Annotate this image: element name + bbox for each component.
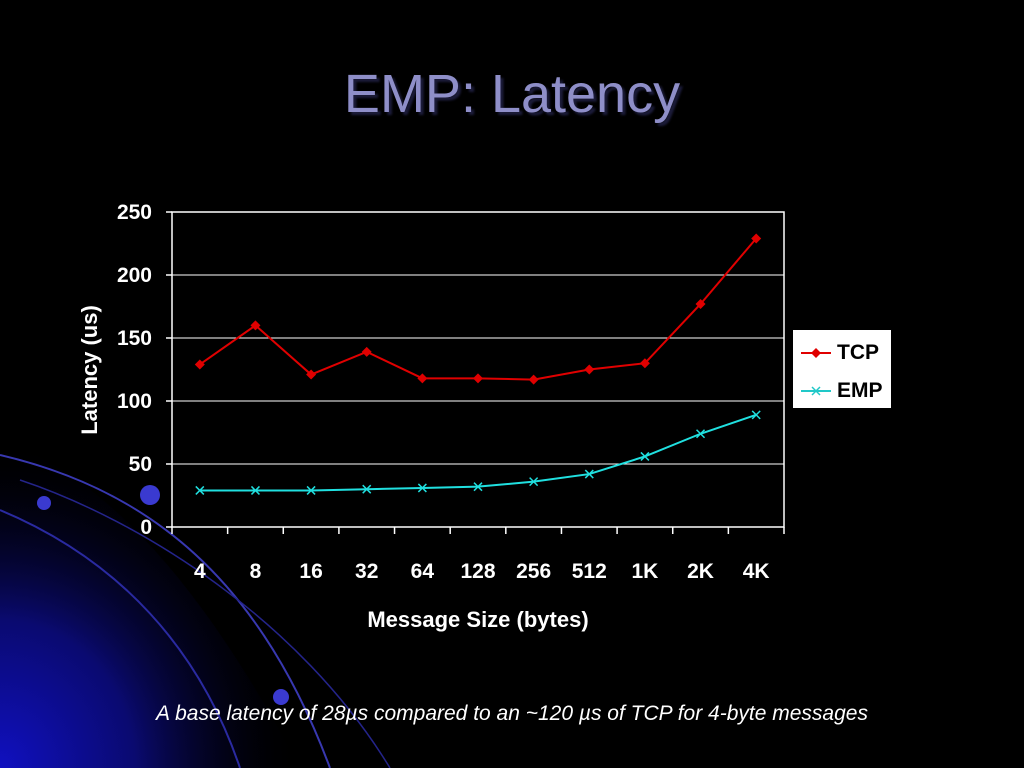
x-tick-label: 2K (687, 560, 714, 583)
tcp-data-point (306, 369, 317, 380)
x-tick-label: 256 (516, 560, 551, 583)
tcp-data-point (250, 320, 261, 331)
emp-data-point (417, 483, 427, 493)
emp-data-point (473, 482, 483, 492)
x-tick-label: 512 (572, 560, 607, 583)
emp-data-point (250, 485, 260, 495)
x-tick-label: 128 (460, 560, 495, 583)
plot-area (171, 211, 785, 528)
x-axis-title: Message Size (bytes) (367, 607, 588, 632)
x-tick-label: 64 (411, 560, 435, 583)
tcp-data-point (751, 233, 762, 244)
x-tick-labels: 4 8 16 32 64 128 256 512 1K 2K 4K (194, 560, 770, 583)
gridlines (166, 211, 785, 534)
tcp-data-point (194, 359, 205, 370)
emp-data-point (751, 410, 761, 420)
emp-data-point (584, 469, 594, 479)
y-axis-title: Latency (us) (77, 305, 102, 435)
x-tick-label: 1K (631, 560, 658, 583)
legend-label-emp: EMP (837, 379, 883, 402)
y-tick-label: 150 (117, 327, 152, 350)
series-lines (194, 233, 762, 495)
y-tick-label: 0 (140, 516, 152, 539)
y-tick-label: 100 (117, 390, 152, 413)
legend-item-emp: EMP (799, 376, 889, 406)
emp-data-point (696, 429, 706, 439)
legend-label-tcp: TCP (837, 341, 879, 364)
chart-legend: TCP EMP (792, 329, 892, 409)
legend-item-tcp: TCP (799, 338, 889, 368)
x-tick-label: 8 (250, 560, 262, 583)
emp-data-point (306, 485, 316, 495)
tcp-data-point (584, 364, 595, 375)
y-tick-label: 50 (129, 453, 152, 476)
emp-data-point (640, 451, 650, 461)
y-tick-labels: 0 50 100 150 200 250 (117, 201, 152, 539)
y-tick-label: 250 (117, 201, 152, 224)
x-tick-label: 4K (743, 560, 770, 583)
x-tick-label: 16 (299, 560, 322, 583)
y-tick-label: 200 (117, 264, 152, 287)
slide-caption: A base latency of 28µs compared to an ~1… (156, 702, 868, 725)
x-tick-label: 32 (355, 560, 378, 583)
emp-data-point (195, 485, 205, 495)
emp-data-point (362, 484, 372, 494)
tcp-data-point (695, 298, 706, 309)
emp-x-marker-icon (801, 386, 831, 396)
slide-title: EMP: Latency (343, 64, 681, 124)
tcp-data-point (473, 373, 483, 384)
tcp-data-point (417, 373, 428, 384)
emp-data-point (529, 477, 539, 487)
x-tick-label: 4 (194, 560, 206, 583)
tcp-diamond-marker-icon (801, 348, 831, 358)
tcp-data-point (361, 346, 372, 357)
tcp-data-point (639, 358, 650, 369)
tcp-data-point (528, 374, 539, 385)
